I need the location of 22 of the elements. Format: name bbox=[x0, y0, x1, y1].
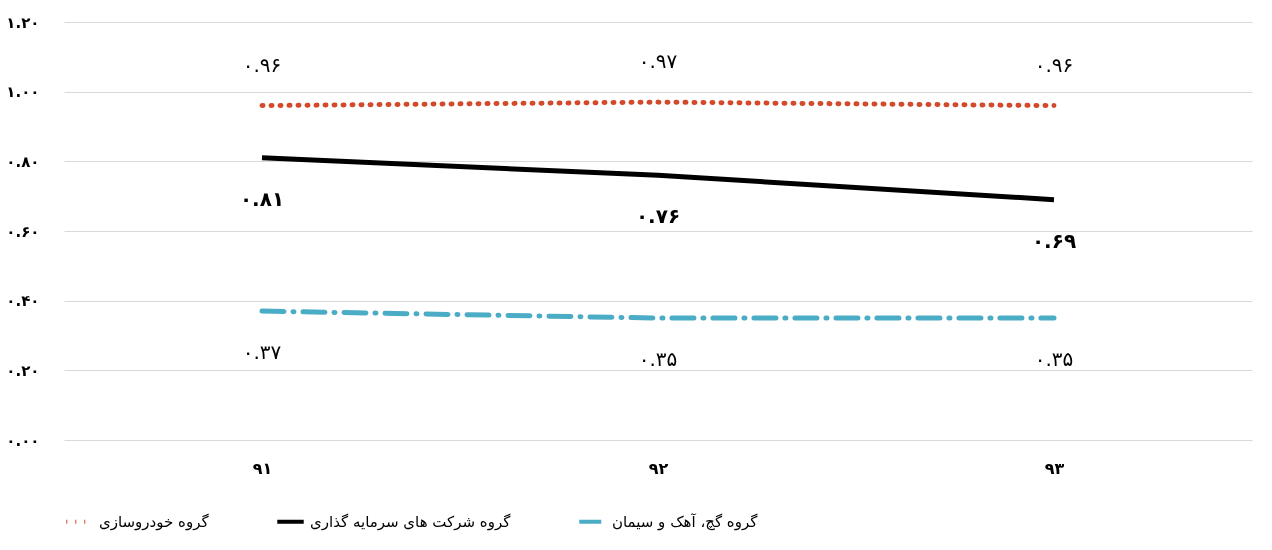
data-label: ۰.۹۷ bbox=[638, 49, 678, 74]
legend-label: گروه خودروسازی bbox=[99, 512, 210, 531]
legend-label: گروه شرکت های سرمایه گذاری bbox=[310, 512, 512, 531]
legend-label: گروه گچ، آهک و سیمان bbox=[612, 512, 759, 531]
y-tick-label: ۱.۲۰ bbox=[6, 13, 40, 32]
y-tick-label: ۰.۴۰ bbox=[6, 292, 40, 311]
y-tick-label: ۱.۰۰ bbox=[6, 83, 40, 102]
data-label: ۰.۳۵ bbox=[1034, 347, 1074, 372]
data-label: ۰.۶۹ bbox=[1031, 228, 1077, 253]
x-tick-label: ۹۳ bbox=[1044, 458, 1065, 478]
data-label: ۰.۹۶ bbox=[242, 52, 282, 77]
data-label: ۰.۸۱ bbox=[239, 186, 285, 211]
data-label: ۰.۷۶ bbox=[635, 204, 681, 229]
y-tick-label: ۰.۰۰ bbox=[6, 431, 40, 450]
x-tick-label: ۹۱ bbox=[252, 458, 273, 478]
y-tick-label: ۰.۸۰ bbox=[6, 152, 40, 171]
data-label: ۰.۳۷ bbox=[242, 340, 282, 365]
x-tick-label: ۹۲ bbox=[648, 458, 669, 478]
data-label: ۰.۹۶ bbox=[1034, 52, 1074, 77]
y-tick-label: ۰.۲۰ bbox=[6, 361, 40, 380]
data-label: ۰.۳۵ bbox=[638, 347, 678, 372]
y-tick-label: ۰.۶۰ bbox=[6, 222, 40, 241]
